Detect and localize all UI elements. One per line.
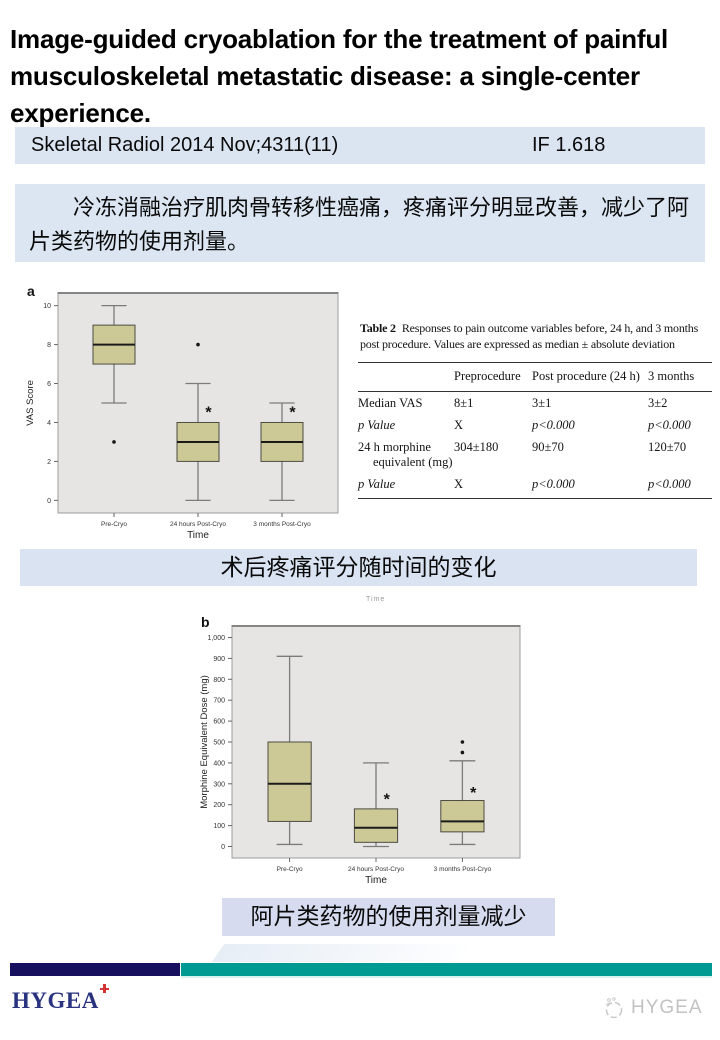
- table-cell: 8±1: [454, 395, 474, 410]
- panel-label-a: a: [27, 283, 35, 299]
- table-cell: Median VAS: [358, 395, 423, 410]
- footer-bar-navy: [10, 963, 180, 976]
- summary-text: 冷冻消融治疗肌肉骨转移性癌痛，疼痛评分明显改善，减少了阿片类药物的使用剂量。: [15, 184, 705, 262]
- page-title: Image-guided cryoablation for the treatm…: [10, 24, 669, 129]
- hygea-logo-text: HYGEA: [12, 988, 99, 1013]
- footer-bar-teal: [181, 963, 712, 976]
- table-header-cell: [358, 362, 454, 393]
- svg-text:Pre-Cryo: Pre-Cryo: [101, 521, 127, 528]
- svg-text:*: *: [470, 785, 477, 802]
- table-header-cell: Preprocedure: [454, 362, 532, 393]
- svg-text:*: *: [205, 405, 212, 422]
- table-caption-label: Table 2: [360, 321, 396, 335]
- svg-text:3 months Post-Cryo: 3 months Post-Cryo: [253, 521, 311, 528]
- svg-text:800: 800: [213, 677, 225, 684]
- svg-text:0: 0: [221, 844, 225, 851]
- svg-text:100: 100: [213, 823, 225, 830]
- svg-text:200: 200: [213, 802, 225, 809]
- figure-b: b 0 100 200 300 400 500 600 700 800 900 1,000 Pre-C…: [185, 608, 540, 890]
- hygea-logo: HYGEA: [12, 984, 109, 1013]
- outcomes-table: Preprocedure Post procedure (24 h) 3 mon…: [358, 362, 712, 499]
- journal-reference: Skeletal Radiol 2014 Nov;4311(11): [31, 134, 339, 156]
- table-row: 24 h morphine equivalent (mg) 304±180 90…: [358, 436, 712, 473]
- table-row: Median VAS 8±1 3±1 3±2: [358, 392, 712, 415]
- svg-text:24 hours Post-Cryo: 24 hours Post-Cryo: [170, 521, 226, 528]
- table-cell: 3±2: [648, 395, 668, 410]
- svg-text:300: 300: [213, 781, 225, 788]
- svg-text:1,000: 1,000: [207, 635, 225, 642]
- table-cell: 3±1: [532, 395, 552, 410]
- svg-text:400: 400: [213, 760, 225, 767]
- svg-text:*: *: [384, 791, 391, 808]
- impact-factor: IF 1.618: [532, 134, 606, 156]
- svg-text:600: 600: [213, 719, 225, 726]
- svg-text:VAS Score: VAS Score: [25, 380, 36, 426]
- table-cell: 90±70: [532, 439, 564, 454]
- table-cell: 304±180: [454, 439, 499, 454]
- svg-text:2: 2: [47, 459, 51, 466]
- table-cell: X: [454, 473, 532, 499]
- svg-text:900: 900: [213, 656, 225, 663]
- watermark-text: HYGEA: [631, 997, 703, 1018]
- svg-text:0: 0: [47, 498, 51, 505]
- watermark: HYGEA: [602, 996, 703, 1020]
- table-row: p Value X p<0.000 p<0.000: [358, 414, 712, 436]
- table-row: p Value X p<0.000 p<0.000: [358, 473, 712, 499]
- svg-text:Pre-Cryo: Pre-Cryo: [277, 866, 303, 873]
- svg-text:*: *: [289, 405, 296, 422]
- svg-text:Morphine Equivalent Dose (mg): Morphine Equivalent Dose (mg): [199, 675, 210, 809]
- journal-bar: Skeletal Radiol 2014 Nov;4311(11) IF 1.6…: [15, 127, 705, 164]
- svg-text:6: 6: [47, 381, 51, 388]
- table-cell: 24 h morphine equivalent (mg): [358, 439, 453, 469]
- table-cell: p<0.000: [648, 417, 691, 432]
- table-cell: p<0.000: [532, 473, 648, 499]
- svg-text:700: 700: [213, 698, 225, 705]
- table-header-cell: Post procedure (24 h): [532, 362, 648, 393]
- vas-box-plot: 0 2 4 6 8 10 Pre-Cryo * 24 hours Post-Cryo * 3 mon…: [15, 280, 350, 541]
- table-cell: p Value: [358, 417, 396, 432]
- table-cell: p<0.000: [648, 473, 712, 499]
- table-cell: p Value: [358, 473, 454, 499]
- table-header-cell: 3 months: [648, 362, 712, 393]
- svg-text:24 hours Post-Cryo: 24 hours Post-Cryo: [348, 866, 404, 873]
- svg-text:Time: Time: [187, 530, 209, 540]
- svg-text:500: 500: [213, 740, 225, 747]
- table-caption: Table 2 Responses to pain outcome variabl…: [360, 320, 712, 352]
- panel-label-b: b: [201, 614, 210, 630]
- table-cell: 120±70: [648, 439, 687, 454]
- table2: Table 2 Responses to pain outcome variabl…: [358, 320, 712, 499]
- caption-vas: 术后疼痛评分随时间的变化: [20, 549, 697, 586]
- svg-text:3 months Post-Cryo: 3 months Post-Cryo: [434, 866, 492, 873]
- table-caption-text: Responses to pain outcome variables befo…: [360, 321, 699, 352]
- figure-a: a 0 2 4 6 8 10 Pre-Cryo * 24 hours Post-Cryo * 3 m…: [15, 280, 350, 541]
- svg-text:10: 10: [43, 303, 51, 310]
- time-label-remnant: Time: [366, 596, 386, 603]
- morphine-box-plot: 0 100 200 300 400 500 600 700 800 900 1,000 Pre-Cry…: [185, 608, 540, 890]
- logo-cross-icon: [99, 984, 109, 993]
- table-header-row: Preprocedure Post procedure (24 h) 3 mon…: [358, 362, 712, 393]
- svg-text:4: 4: [47, 420, 51, 427]
- watermark-stamp-icon: [605, 997, 623, 1019]
- svg-text:Time: Time: [365, 875, 387, 886]
- svg-text:8: 8: [47, 342, 51, 349]
- table-cell: X: [454, 417, 464, 432]
- table-cell: p<0.000: [532, 417, 575, 432]
- caption-morphine: 阿片类药物的使用剂量减少: [222, 898, 555, 936]
- footer-decoration: [211, 944, 470, 962]
